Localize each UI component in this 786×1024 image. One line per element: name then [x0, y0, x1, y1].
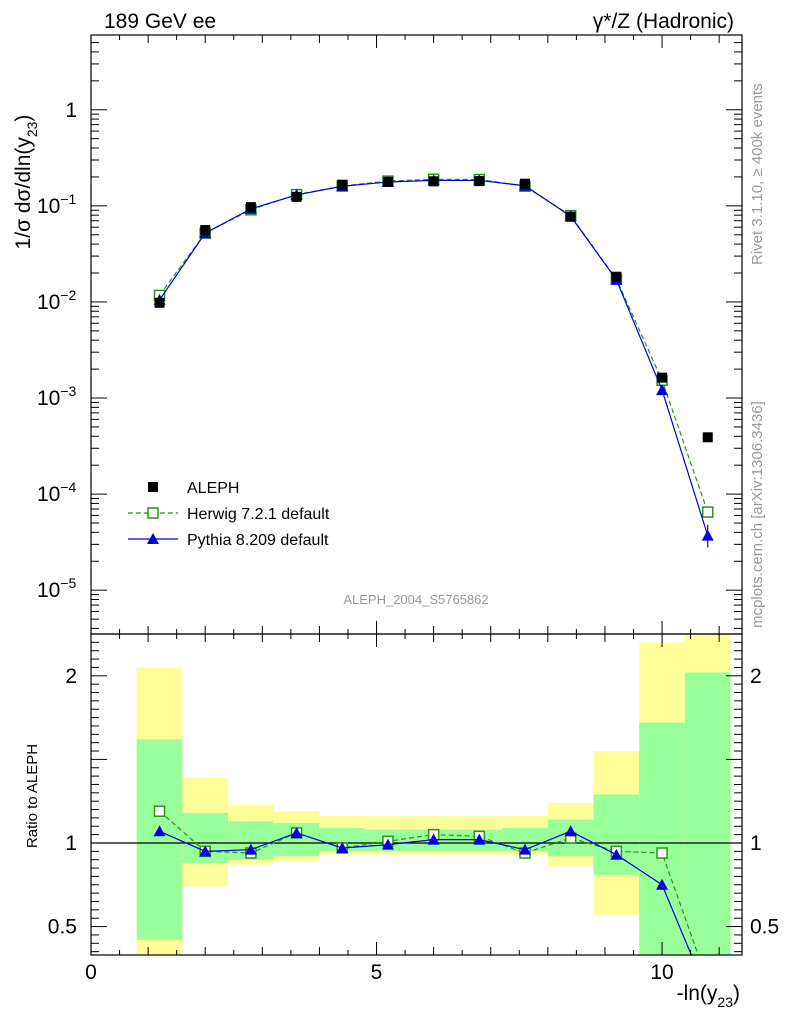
legend: ALEPH Herwig 7.2.1 default Pythia 8.209 de… [128, 480, 330, 549]
data-point [428, 176, 439, 187]
data-point [199, 845, 212, 857]
data-point [245, 202, 256, 213]
data-point [154, 297, 165, 308]
header-left: 189 GeV ee [104, 10, 216, 33]
series-pythia-8-209-default [153, 825, 692, 955]
ratio-plot-series [153, 805, 699, 955]
series-herwig-7-2-1-default [153, 173, 714, 518]
data-point [656, 847, 668, 859]
data-point [474, 176, 485, 187]
data-point [381, 838, 394, 850]
ratio-band-inner [319, 827, 366, 852]
legend-label: Herwig 7.2.1 default [187, 506, 330, 523]
main-plot-series [153, 173, 714, 548]
legend-label: Pythia 8.209 default [187, 532, 329, 549]
data-point [564, 825, 577, 837]
ratio-plot-frame [90, 633, 743, 956]
series-aleph [154, 176, 713, 443]
main-y-axis-label: 1/σ dσ/dln(y23) [12, 115, 40, 250]
header-right: γ*/Z (Hadronic) [593, 10, 734, 33]
data-point [291, 191, 302, 202]
data-point [382, 176, 393, 187]
axis-label-text: 1/σ dσ/dln(y23) [12, 115, 40, 250]
legend-marker [147, 533, 159, 544]
x-tick-label: 0 [85, 961, 97, 984]
legend-marker [148, 482, 158, 492]
x-tick-label: 10 [650, 961, 673, 984]
data-point [565, 211, 576, 222]
data-point [427, 833, 440, 845]
data-point [657, 372, 668, 383]
data-point [337, 179, 348, 190]
x-axis-label: -ln(y23) [677, 982, 740, 1010]
y-tick-label: 10−2 [37, 287, 77, 314]
ratio-y-tick-label-right: 0.5 [750, 916, 779, 939]
legend-label: ALEPH [187, 480, 239, 497]
ratio-y-tick-label: 1 [65, 832, 77, 855]
data-point [290, 826, 303, 838]
ratio-band-inner [639, 722, 685, 955]
data-point [473, 833, 486, 845]
data-point [610, 848, 623, 860]
rivet-label: Rivet 3.1.10, ≥ 400k events [749, 83, 766, 265]
y-tick-label: 10−1 [37, 191, 77, 218]
ratio-band-inner [136, 739, 183, 940]
ratio-y-tick-label-right: 2 [750, 665, 762, 688]
y-tick-label: 1 [65, 99, 77, 122]
ratio-band-inner [593, 794, 640, 875]
data-point [701, 506, 714, 518]
data-point [656, 878, 669, 890]
data-point [153, 805, 166, 817]
ratio-y-tick-label: 2 [65, 665, 77, 688]
mcplots-label: mcplots.cern.ch [arXiv:1306.3436] [749, 401, 766, 628]
series-line [159, 179, 709, 536]
analysis-label: ALEPH_2004_S5765862 [343, 592, 488, 607]
data-point [611, 271, 622, 282]
data-point [519, 843, 531, 855]
ratio-y-tick-label: 0.5 [48, 916, 77, 939]
data-point [244, 843, 257, 855]
data-point [336, 842, 349, 853]
ratio-band-inner [684, 672, 731, 955]
ratio-y-tick-label-right: 1 [750, 832, 762, 855]
data-point [200, 225, 211, 236]
ratio-y-axis-label: Ratio to ALEPH [24, 744, 41, 848]
data-point [656, 384, 669, 396]
data-point [702, 432, 713, 443]
legend-marker [147, 507, 159, 519]
y-tick-label: 10−5 [37, 575, 77, 602]
ratio-uncertainty-bands [136, 634, 731, 955]
y-tick-label: 10−3 [37, 383, 77, 410]
y-tick-label: 10−4 [37, 479, 77, 506]
series-line [159, 178, 709, 513]
data-point [153, 825, 166, 837]
data-point [520, 178, 530, 189]
axis-label-text: -ln(y23) [677, 982, 740, 1010]
x-tick-label: 5 [371, 961, 383, 984]
